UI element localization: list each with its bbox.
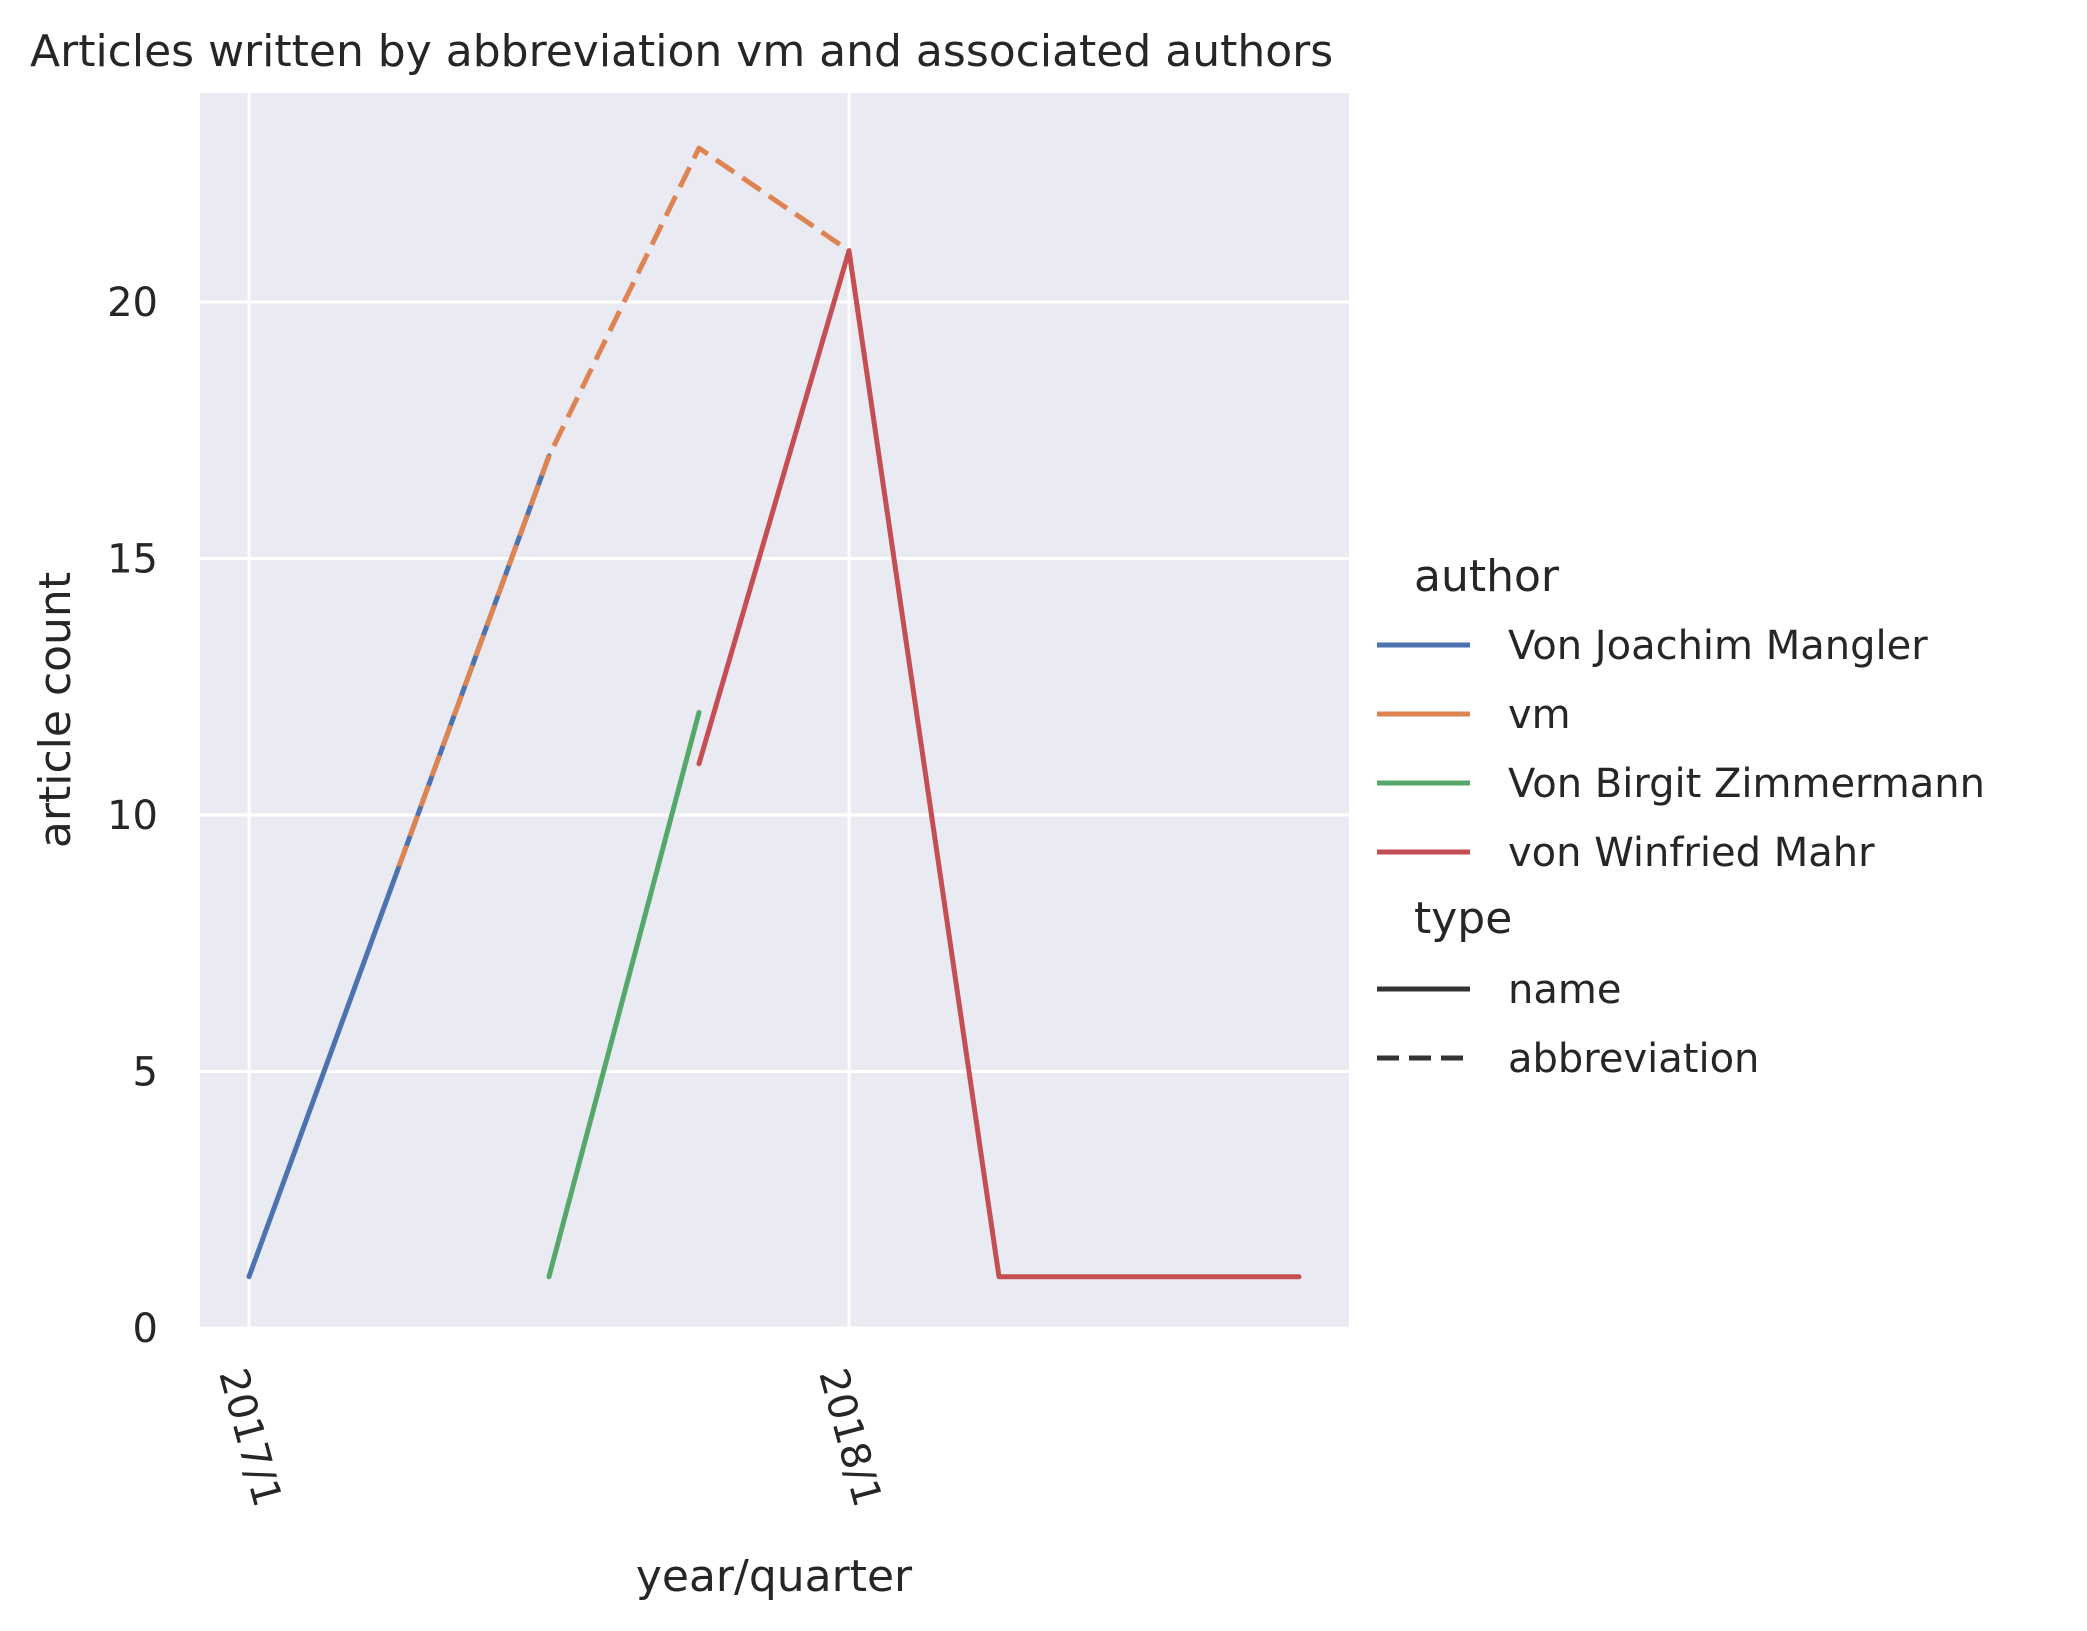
legend-title-type: type [1414, 893, 1512, 944]
series-line-von-winfried-mahr [696, 248, 1302, 1280]
chart-title: Articles written by abbreviation vm and … [30, 26, 1333, 77]
legend-label: von Winfried Mahr [1508, 830, 1875, 876]
series-line-von-birgit-zimmermann [546, 709, 702, 1280]
legend-title-author: author [1414, 551, 1560, 602]
y-tick-label: 20 [107, 280, 158, 326]
legend-label: name [1508, 967, 1621, 1013]
legend-label: Von Birgit Zimmermann [1508, 761, 1985, 807]
x-tick-label: 2017/1 [209, 1364, 290, 1512]
legend-label: Von Joachim Mangler [1508, 623, 1928, 669]
y-axis-label: article count [30, 572, 81, 848]
x-tick-label: 2018/1 [809, 1364, 890, 1512]
series-layer [246, 145, 1302, 1280]
plot-background [200, 93, 1349, 1328]
y-tick-label: 10 [107, 793, 158, 839]
legend-label: vm [1508, 692, 1571, 738]
legend: author Von Joachim Mangler vm Von Birgit Z… [1377, 551, 1985, 1082]
y-tick-label: 0 [133, 1306, 158, 1352]
legend-author-entries: Von Joachim Mangler vm Von Birgit Zimmerma… [1377, 623, 1985, 876]
y-tick-label: 5 [133, 1050, 158, 1096]
x-axis-label: year/quarter [636, 1551, 913, 1602]
legend-label: abbreviation [1508, 1036, 1759, 1082]
y-axis-ticks: 0 5 10 15 20 [107, 280, 158, 1352]
series-line-vm [396, 145, 851, 868]
legend-type-entries: name abbreviation [1377, 967, 1759, 1082]
x-axis-ticks: 2017/1 2018/1 [209, 1364, 890, 1512]
y-tick-label: 15 [107, 537, 158, 583]
grid-lines [200, 93, 1349, 1330]
